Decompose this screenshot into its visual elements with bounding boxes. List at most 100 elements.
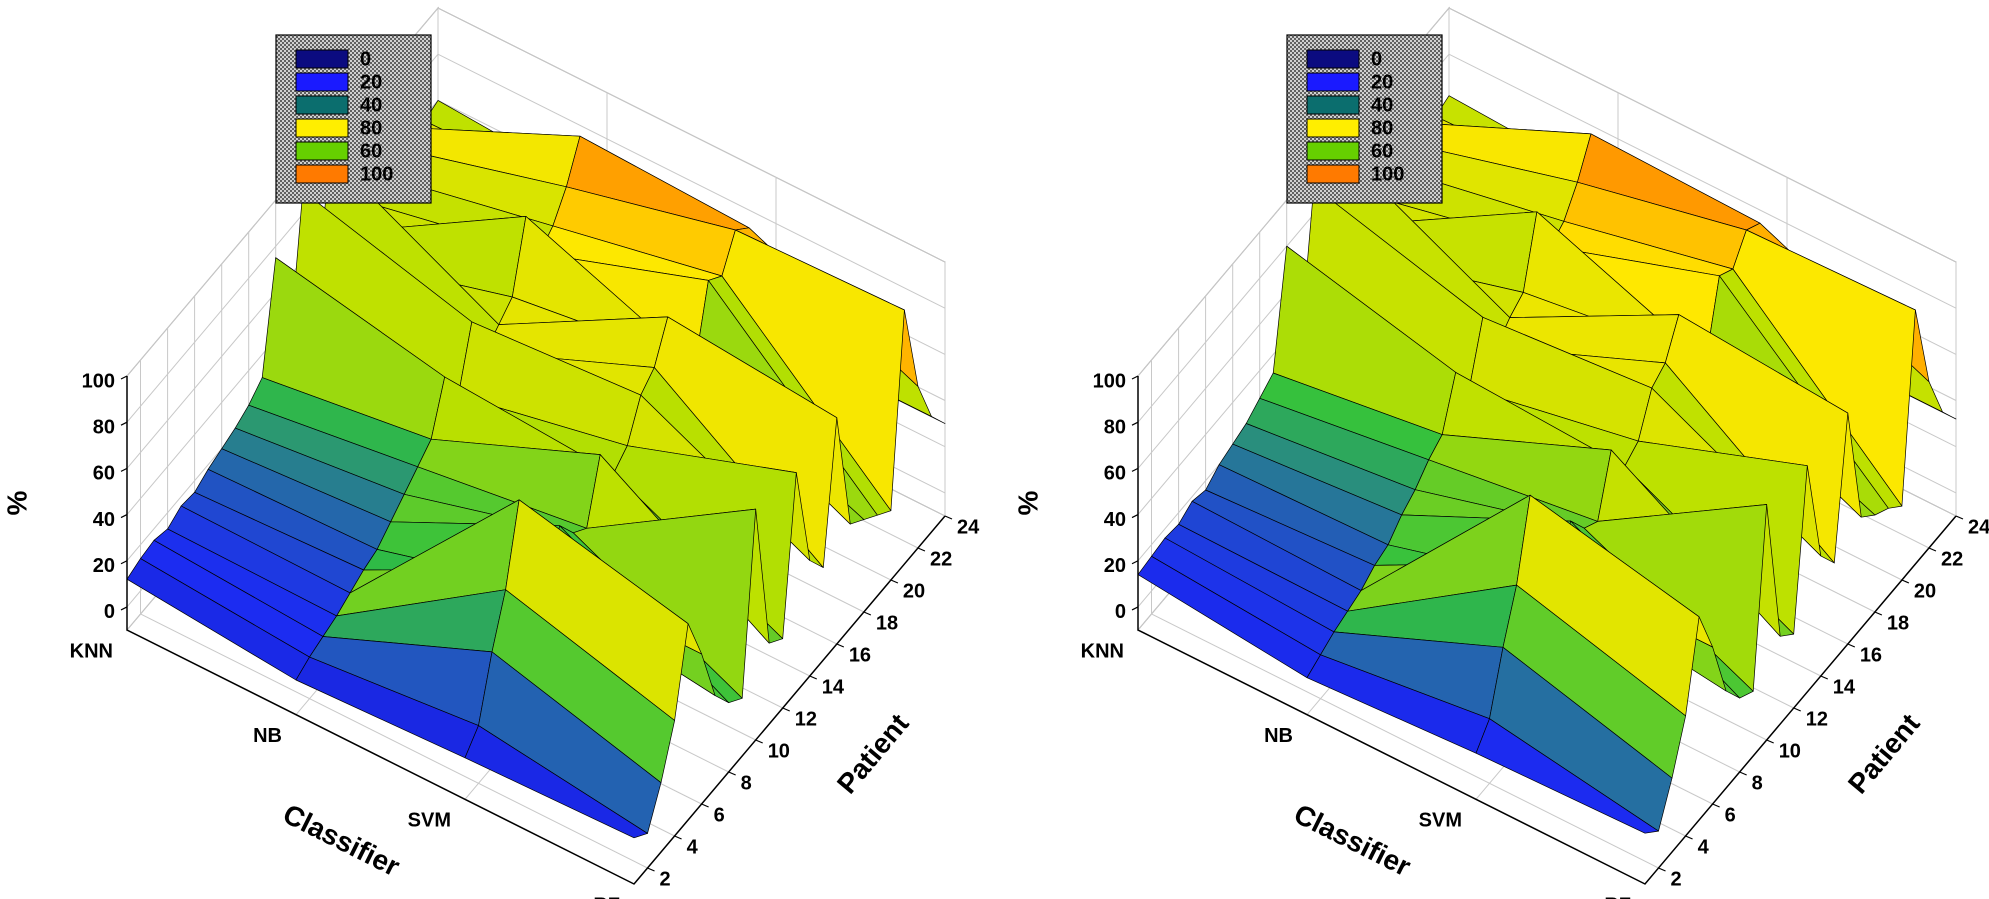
legend-swatch — [1306, 95, 1360, 115]
legend-label: 20 — [360, 71, 382, 93]
legend-swatch — [1306, 72, 1360, 92]
category-axis-title: Classifier — [278, 798, 405, 882]
z-tick — [1131, 421, 1139, 426]
x-tick — [1901, 579, 1910, 584]
x-tick-label: 20 — [903, 580, 925, 602]
x-tick-label: 14 — [822, 676, 845, 698]
x-tick — [917, 547, 926, 552]
x-tick — [647, 867, 655, 872]
x-tick-label: 10 — [768, 740, 790, 762]
legend-swatch — [295, 49, 349, 69]
legend-label: 20 — [1371, 71, 1393, 93]
x-tick — [728, 771, 736, 776]
x-tick-label: 6 — [714, 804, 725, 826]
legend-label: 0 — [1371, 48, 1382, 70]
x-tick — [674, 835, 682, 840]
z-axis-title: % — [1, 490, 32, 515]
z-tick — [1131, 560, 1139, 565]
axis-line — [126, 376, 946, 885]
x-tick-label: 24 — [957, 516, 980, 538]
x-tick-label: 12 — [1806, 708, 1828, 730]
z-tick-label: 40 — [1104, 509, 1126, 531]
x-tick — [1928, 547, 1937, 552]
z-tick-label: 80 — [1104, 416, 1126, 438]
x-tick — [944, 515, 953, 520]
z-tick-label: 0 — [1115, 601, 1126, 623]
x-tick — [1955, 515, 1964, 520]
legend-swatch — [295, 118, 349, 138]
z-tick — [120, 421, 128, 426]
category-label: NB — [1264, 725, 1293, 747]
x-tick — [890, 579, 899, 584]
surface-patch — [464, 725, 648, 839]
legend-swatch — [1306, 118, 1360, 138]
x-tick-label: 22 — [930, 548, 952, 570]
legend-label: 80 — [1371, 117, 1393, 139]
x-tick — [836, 643, 845, 648]
z-tick — [1131, 467, 1139, 472]
z-tick-label: 100 — [82, 370, 115, 392]
x-tick — [1739, 771, 1747, 776]
z-tick-label: 0 — [104, 601, 115, 623]
legend-label: 60 — [360, 140, 382, 162]
z-tick-label: 60 — [1104, 463, 1126, 485]
z-tick-label: 40 — [93, 509, 115, 531]
z-tick — [120, 606, 128, 611]
x-tick-label: 24 — [1968, 516, 1989, 538]
axis-line — [1137, 376, 1957, 885]
x-tick-label: 12 — [795, 708, 817, 730]
x-tick — [1793, 707, 1801, 712]
surface-patch — [1475, 718, 1659, 834]
z-tick — [1131, 375, 1139, 380]
x-tick-label: 2 — [660, 868, 671, 890]
legend-label: 100 — [1371, 163, 1404, 185]
category-label: NB — [253, 725, 282, 747]
legend-swatch — [295, 95, 349, 115]
x-tick — [1874, 611, 1883, 616]
x-tick-label: 18 — [876, 612, 898, 634]
legend-label: 60 — [1371, 140, 1393, 162]
z-tick-label: 100 — [1093, 370, 1126, 392]
x-tick — [701, 803, 709, 808]
x-tick-label: 20 — [1914, 580, 1936, 602]
x-axis-title: Patient — [831, 708, 915, 799]
x-tick — [863, 611, 872, 616]
legend-swatch — [295, 72, 349, 92]
z-tick — [120, 560, 128, 565]
z-tick — [120, 514, 128, 519]
z-tick — [1131, 606, 1139, 611]
x-tick-label: 2 — [1671, 868, 1682, 890]
category-label: RF — [1604, 894, 1631, 899]
legend-swatch — [1306, 164, 1360, 184]
x-tick-label: 10 — [1779, 740, 1801, 762]
x-axis-title: Patient — [1842, 708, 1926, 799]
category-label: KNN — [70, 640, 113, 662]
legend-label: 80 — [360, 117, 382, 139]
legend-label: 0 — [360, 48, 371, 70]
x-tick-label: 16 — [849, 644, 871, 666]
x-tick — [1766, 739, 1774, 744]
z-tick-label: 20 — [93, 555, 115, 577]
x-tick — [1847, 643, 1856, 648]
legend-label: 40 — [1371, 94, 1393, 116]
x-tick-label: 8 — [741, 772, 752, 794]
x-tick-label: 18 — [1887, 612, 1909, 634]
z-tick — [1131, 514, 1139, 519]
category-label: KNN — [1081, 640, 1124, 662]
z-tick — [120, 375, 128, 380]
x-tick — [809, 675, 818, 680]
x-tick-label: 4 — [687, 836, 699, 858]
z-tick — [120, 467, 128, 472]
legend-swatch — [1306, 49, 1360, 69]
legend-label: 40 — [360, 94, 382, 116]
x-tick-label: 4 — [1698, 836, 1710, 858]
z-tick-label: 20 — [1104, 555, 1126, 577]
legend-label: 100 — [360, 163, 393, 185]
legend-swatch — [1306, 141, 1360, 161]
x-tick-label: 22 — [1941, 548, 1963, 570]
category-label: SVM — [1419, 810, 1462, 832]
category-label: SVM — [408, 810, 451, 832]
x-tick — [1820, 675, 1829, 680]
